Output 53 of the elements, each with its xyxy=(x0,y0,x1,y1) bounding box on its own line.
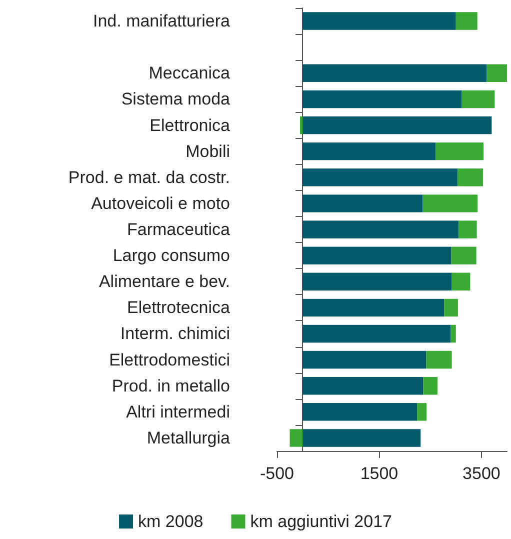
bar xyxy=(456,12,478,30)
y-tick-label: Elettrodomestici xyxy=(109,350,230,370)
x-tick-label: 1500 xyxy=(360,464,398,483)
bar xyxy=(302,376,424,395)
bar xyxy=(302,298,444,317)
legend-label: km 2008 xyxy=(138,512,204,531)
bar xyxy=(300,116,303,134)
bar xyxy=(462,90,495,108)
bar xyxy=(417,403,426,421)
bar xyxy=(302,116,492,134)
bar xyxy=(302,403,418,421)
bar xyxy=(444,298,458,317)
y-tick-label: Prod. in metallo xyxy=(112,376,230,396)
y-tick-label: Interm. chimici xyxy=(120,324,230,344)
y-tick-label: Largo consumo xyxy=(112,246,230,266)
x-tick-label: 3500 xyxy=(462,464,500,483)
bar xyxy=(302,429,421,447)
bar xyxy=(302,350,426,369)
y-tick-label: Prod. e mat. da costr. xyxy=(68,168,230,187)
bar xyxy=(450,324,456,343)
bar xyxy=(302,272,452,290)
y-tick-label: Sistema moda xyxy=(121,90,231,109)
bar xyxy=(302,246,452,264)
y-tick-label: Elettronica xyxy=(150,116,231,135)
y-tick-label: Altri intermedi xyxy=(126,402,230,422)
bar xyxy=(302,168,458,186)
bar xyxy=(302,194,423,212)
x-tick-label: -500 xyxy=(260,464,294,483)
y-tick-label: Mobili xyxy=(186,142,230,161)
bar xyxy=(423,376,438,395)
bar xyxy=(290,429,303,447)
bar xyxy=(302,90,462,108)
y-tick-label: Farmaceutica xyxy=(127,220,231,239)
legend-label: km aggiuntivi 2017 xyxy=(250,512,392,531)
bar xyxy=(458,220,477,238)
bar xyxy=(451,246,476,264)
bar xyxy=(422,194,478,212)
y-tick-label: Metallurgia xyxy=(146,428,231,448)
bar xyxy=(435,142,484,160)
bar xyxy=(302,142,436,160)
y-tick-label: Autoveicoli e moto xyxy=(91,194,230,213)
bar xyxy=(302,220,458,238)
bar xyxy=(486,64,507,82)
bar xyxy=(302,12,456,30)
y-tick-label: Elettrotecnica xyxy=(127,298,231,318)
y-tick-label: Ind. manifatturiera xyxy=(92,12,231,31)
y-tick-label: Alimentare e bev. xyxy=(98,272,230,292)
bar xyxy=(302,324,451,343)
bar xyxy=(457,168,483,186)
bar xyxy=(452,272,470,290)
bar xyxy=(426,350,452,369)
y-tick-label: Meccanica xyxy=(148,64,231,83)
bar xyxy=(302,64,487,82)
